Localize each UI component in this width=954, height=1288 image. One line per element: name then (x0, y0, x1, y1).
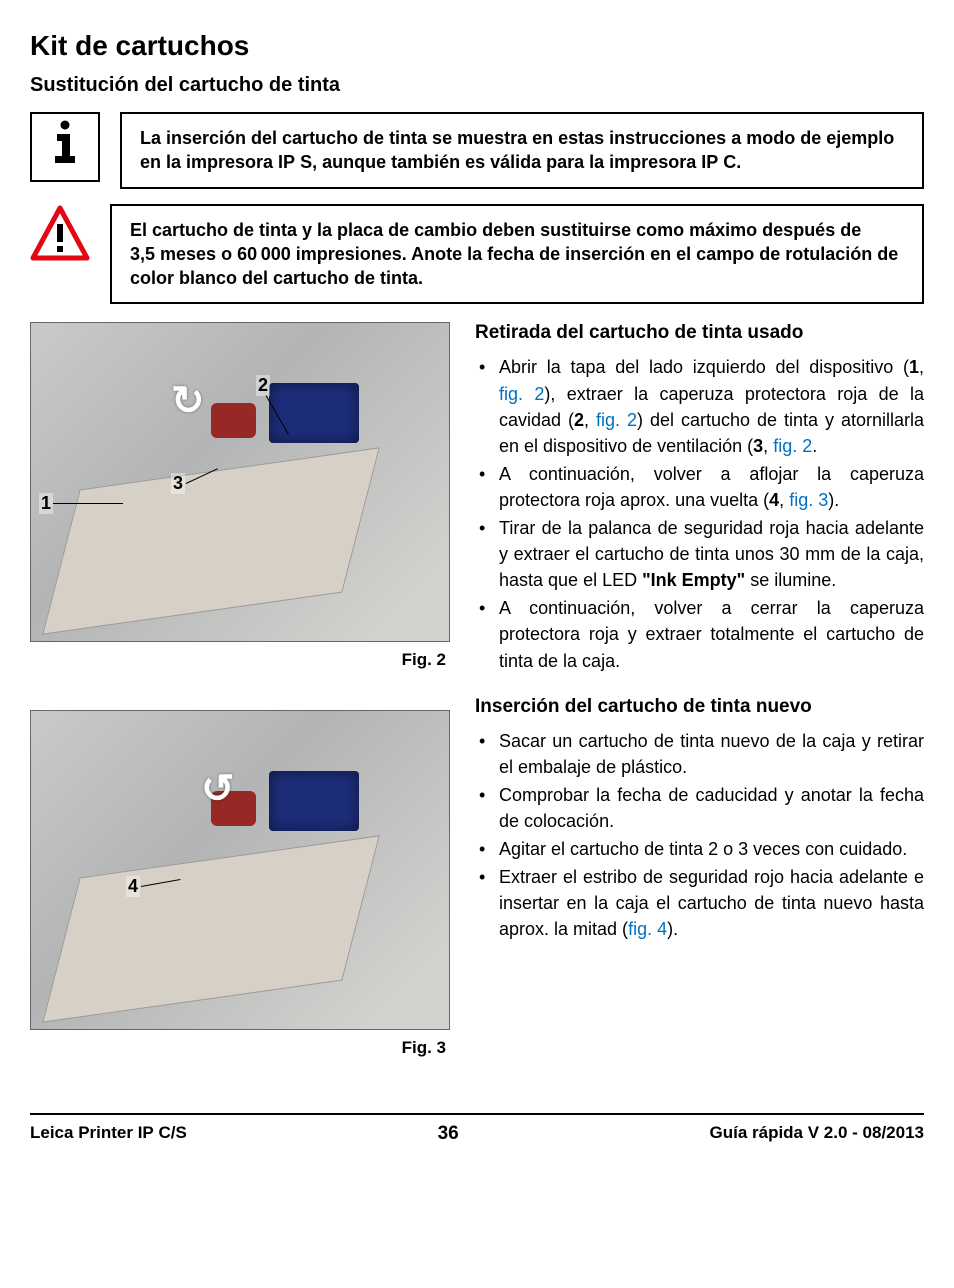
figure-2-caption: Fig. 2 (30, 650, 450, 670)
insertion-step-4: Extraer el estribo de seguridad rojo hac… (475, 864, 924, 942)
section-title: Sustitución del cartucho de tinta (30, 74, 924, 97)
instructions-column: Retirada del cartucho de tinta usado Abr… (475, 322, 924, 1098)
insertion-heading: Inserción del cartucho de tinta nuevo (475, 696, 924, 718)
insertion-list: Sacar un cartucho de tinta nuevo de la c… (475, 728, 924, 943)
info-note-text: La inserción del cartucho de tinta se mu… (120, 112, 924, 189)
footer-page-number: 36 (438, 1123, 459, 1145)
footer-left: Leica Printer IP C/S (30, 1123, 187, 1145)
removal-step-4: A continuación, volver a cerrar la cape­… (475, 595, 924, 673)
warning-icon-frame (30, 204, 90, 264)
removal-step-2: A continuación, volver a aflojar la cape… (475, 461, 924, 513)
figure-3-caption: Fig. 3 (30, 1038, 450, 1058)
figure-3-block: ↻ 4 Fig. 3 (30, 710, 450, 1058)
callout-2: 2 (256, 375, 270, 396)
insertion-step-2: Comprobar la fecha de caducidad y anotar… (475, 782, 924, 834)
info-icon (50, 120, 80, 175)
insertion-step-3: Agitar el cartucho de tinta 2 o 3 veces … (475, 836, 924, 862)
insertion-step-1: Sacar un cartucho de tinta nuevo de la c… (475, 728, 924, 780)
figure-3-image: ↻ 4 (30, 710, 450, 1030)
figures-column: ↻ 1 2 3 Fig. 2 ↻ 4 Fig. 3 (30, 322, 450, 1098)
callout-4: 4 (126, 876, 140, 897)
callout-3: 3 (171, 473, 185, 494)
info-note-row: La inserción del cartucho de tinta se mu… (30, 112, 924, 189)
removal-list: Abrir la tapa del lado izquierdo del dis… (475, 354, 924, 673)
two-column-layout: ↻ 1 2 3 Fig. 2 ↻ 4 Fig. 3 Retira (30, 322, 924, 1098)
page-footer: Leica Printer IP C/S 36 Guía rápida V 2.… (30, 1113, 924, 1145)
removal-step-1: Abrir la tapa del lado izquierdo del dis… (475, 354, 924, 458)
footer-right: Guía rápida V 2.0 - 08/2013 (709, 1123, 924, 1145)
warning-note-row: El cartucho de tinta y la placa de cambi… (30, 204, 924, 305)
callout-1: 1 (39, 493, 53, 514)
figure-2-image: ↻ 1 2 3 (30, 322, 450, 642)
warning-icon (30, 204, 90, 264)
info-icon-frame (30, 112, 100, 182)
removal-heading: Retirada del cartucho de tinta usado (475, 322, 924, 344)
page-title: Kit de cartuchos (30, 30, 924, 62)
removal-step-3: Tirar de la palanca de seguridad roja ha… (475, 515, 924, 593)
warning-note-text: El cartucho de tinta y la placa de cambi… (110, 204, 924, 305)
figure-2-block: ↻ 1 2 3 Fig. 2 (30, 322, 450, 670)
